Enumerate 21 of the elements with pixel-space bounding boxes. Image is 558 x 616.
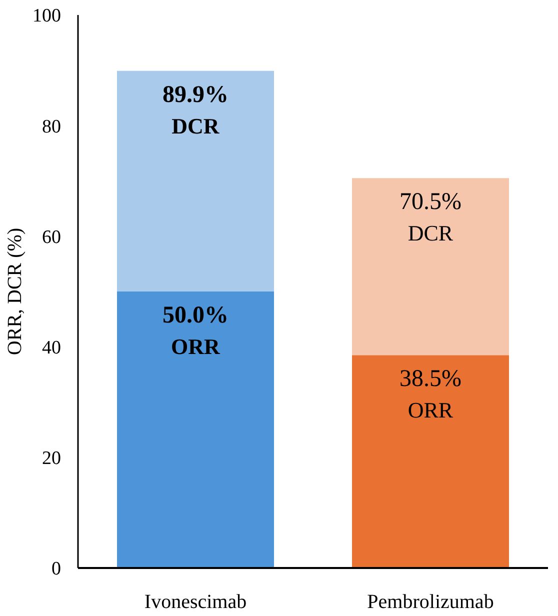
series-label: ORR xyxy=(171,334,222,359)
text: DCR xyxy=(408,220,454,246)
y-axis-title: ORR, DCR (%) xyxy=(4,228,26,356)
bar xyxy=(352,355,509,568)
y-tick-label: 100 xyxy=(32,6,61,27)
y-tick-label: 60 xyxy=(42,226,61,248)
series-label: DCR xyxy=(172,113,220,138)
y-tick-label: 0 xyxy=(52,558,61,580)
total-label: 89.9% xyxy=(162,82,228,108)
x-tick-label: Pembrolizumab xyxy=(367,591,494,614)
data-label: 50.0% xyxy=(162,302,228,328)
text: ORR xyxy=(408,398,454,423)
bar xyxy=(352,178,509,356)
x-tick-label: Ivonescimab xyxy=(144,591,247,614)
bar xyxy=(117,292,274,568)
y-tick-label: 20 xyxy=(42,448,61,470)
data-label: 38.5% xyxy=(400,366,462,392)
y-tick-label: 80 xyxy=(42,116,61,138)
total-label: 70.5% xyxy=(400,189,462,216)
bar xyxy=(117,70,274,292)
y-tick-label: 40 xyxy=(42,338,61,359)
